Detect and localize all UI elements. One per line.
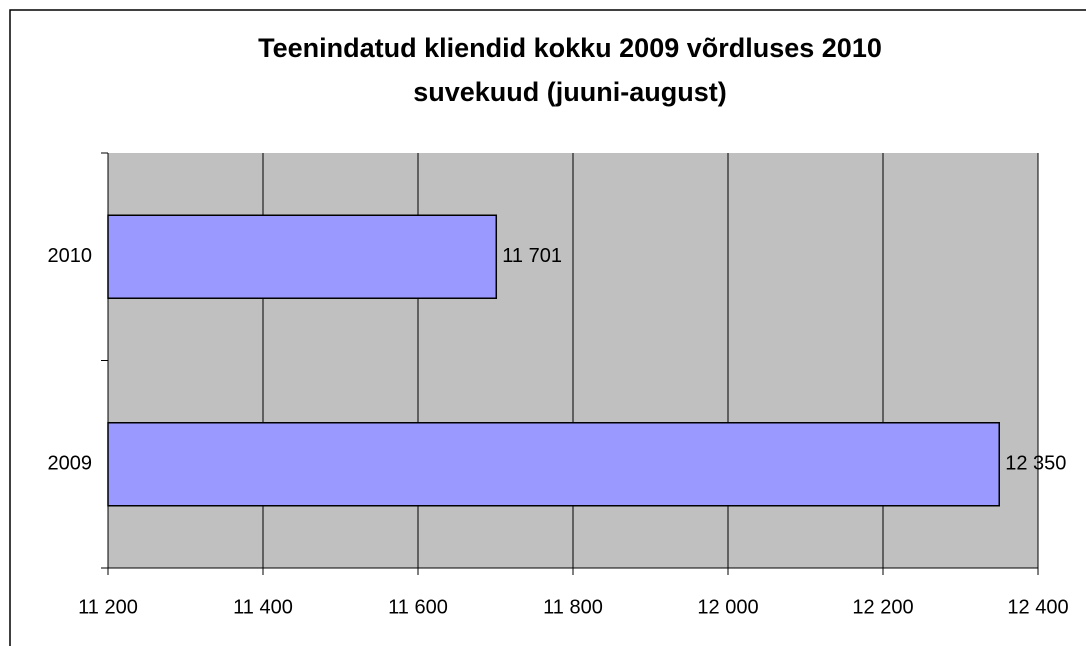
y-tick-label: 2009 [48,453,93,475]
x-tick-label: 12 000 [697,596,758,618]
x-tick-label: 11 400 [233,596,293,618]
chart-title: suvekuud (juuni-august) [413,77,727,107]
bar [107,422,1000,507]
data-label: 12 350 [1005,453,1066,475]
x-tick-label: 11 800 [543,596,603,618]
x-tick-label: 12 400 [1007,596,1068,618]
x-tick-label: 12 200 [852,596,913,618]
data-label: 11 701 [502,245,562,267]
chart-title: Teenindatud kliendid kokku 2009 võrdluse… [258,33,882,63]
x-tick-label: 11 200 [78,596,138,618]
y-tick-label: 2010 [48,245,93,267]
x-tick-label: 11 600 [388,596,448,618]
bar [107,214,498,299]
